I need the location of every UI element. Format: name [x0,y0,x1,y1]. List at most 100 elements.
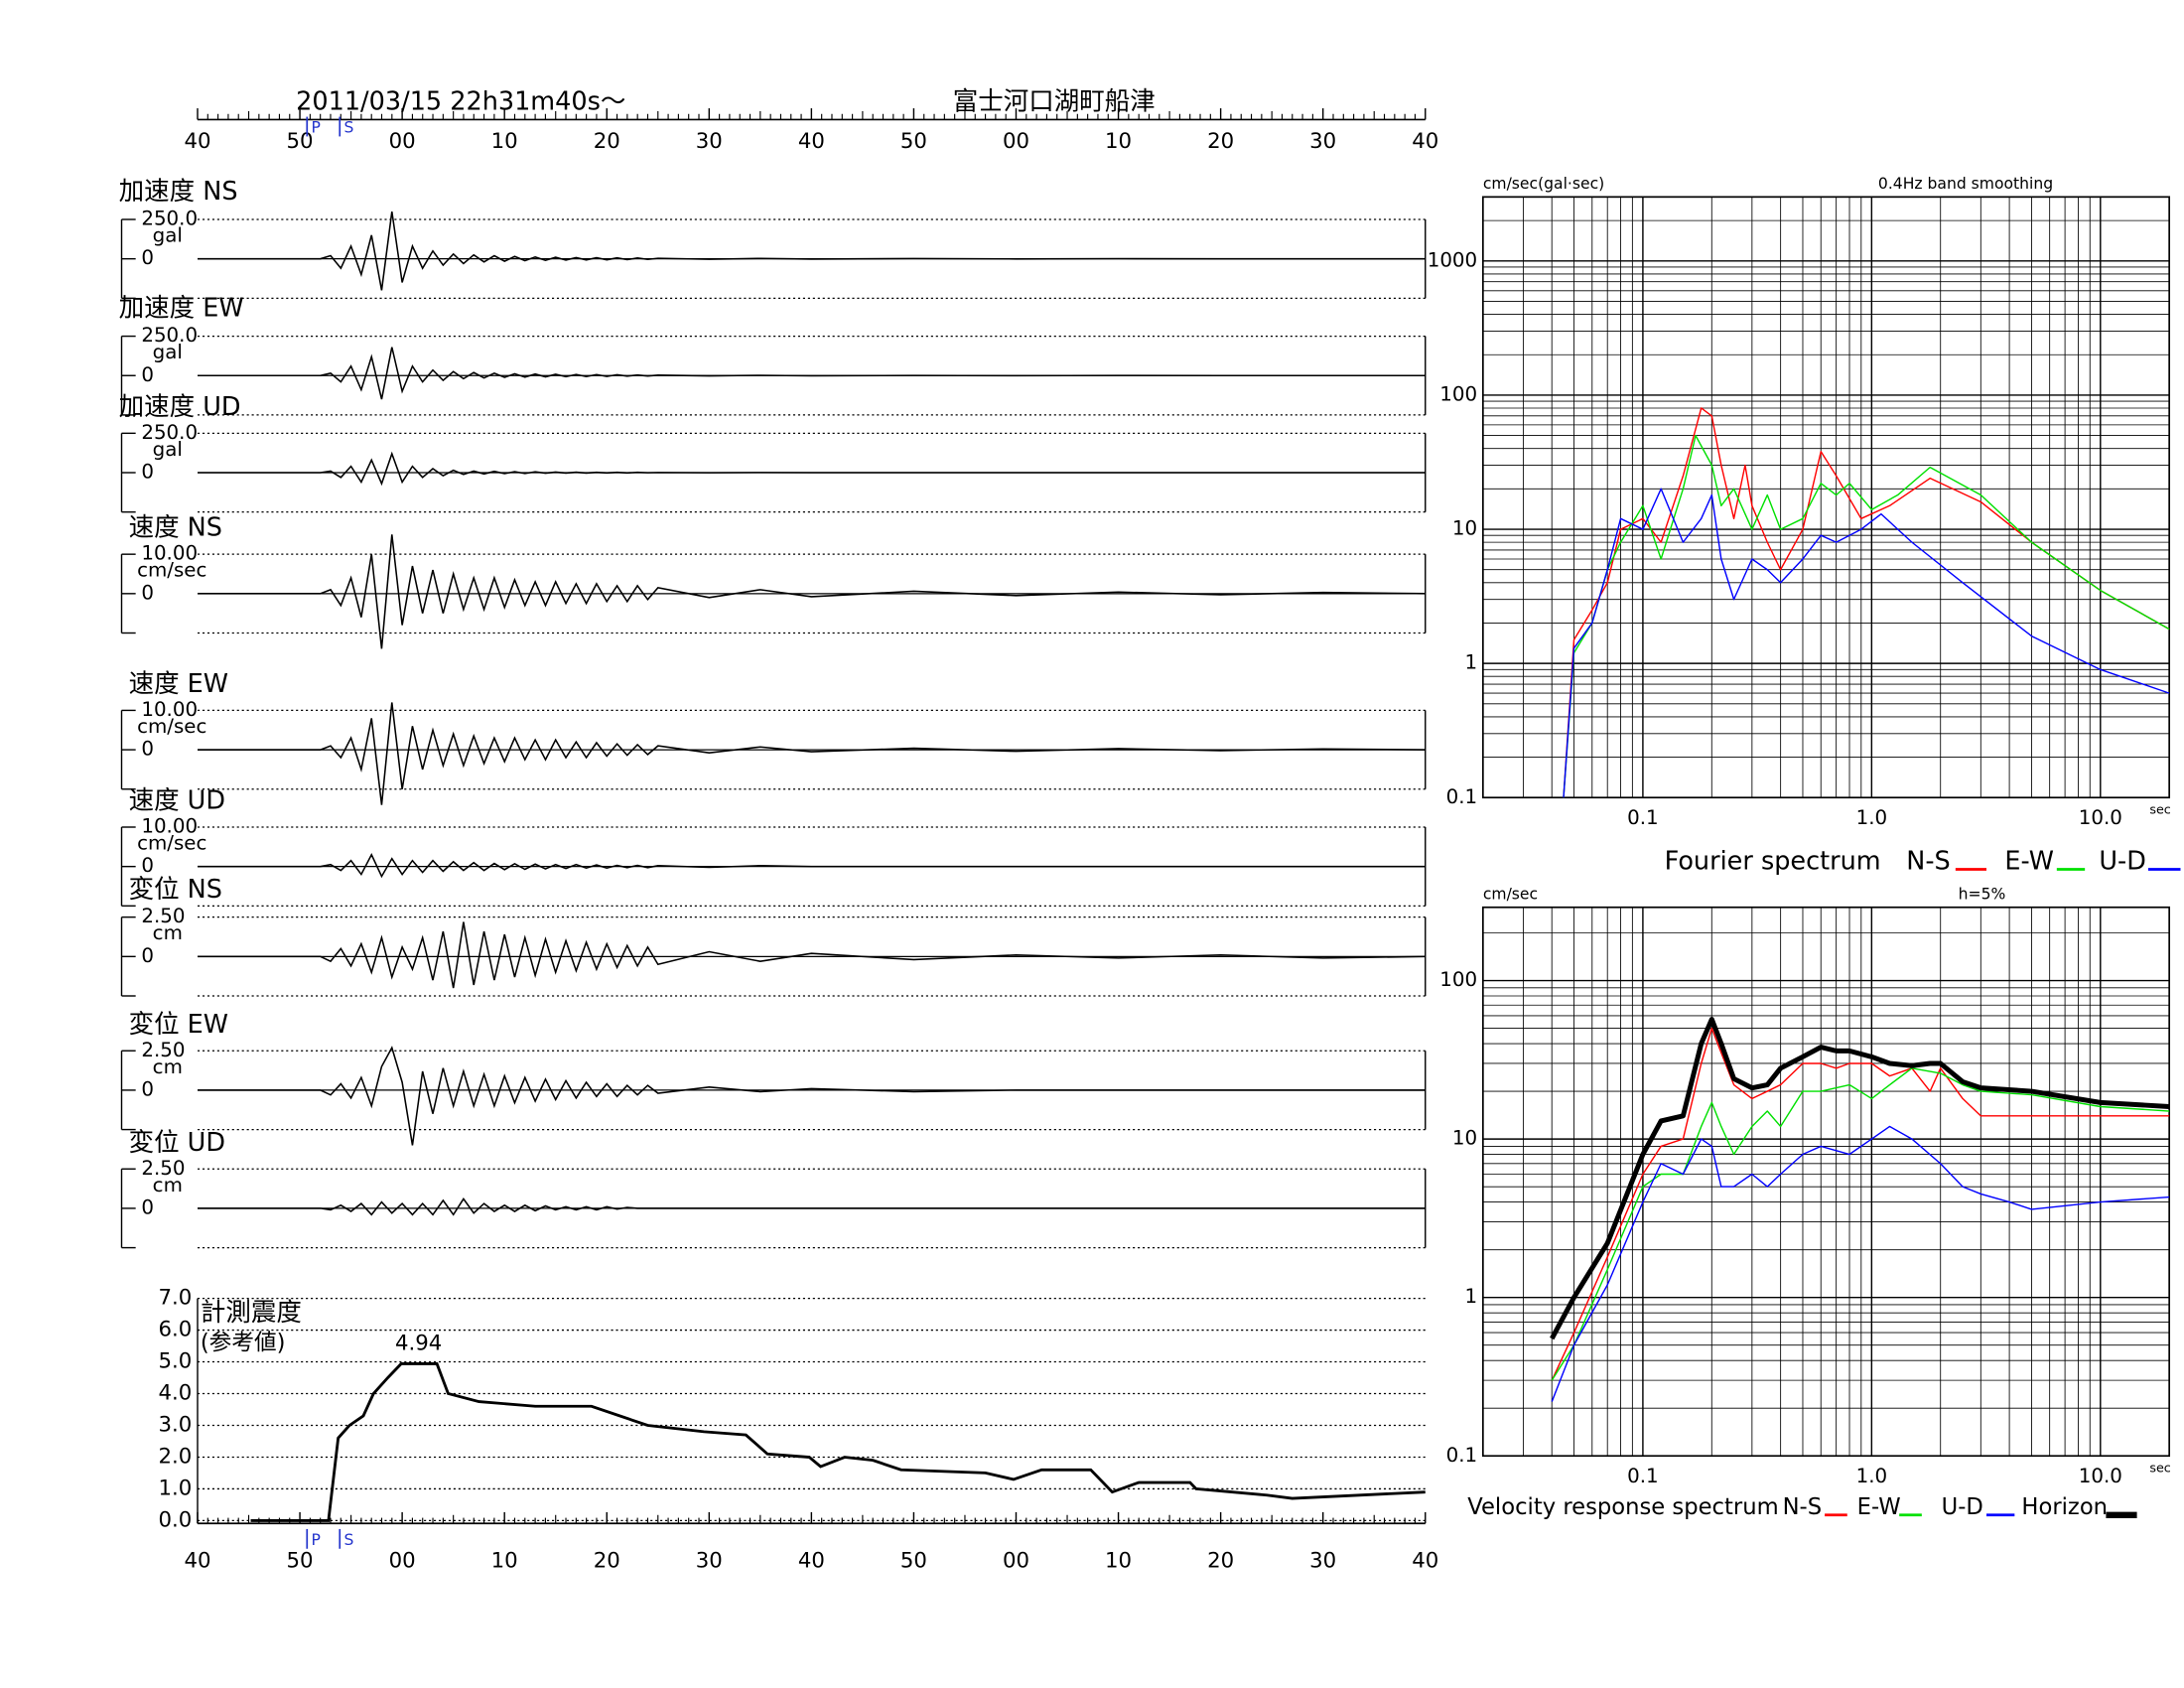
x-tick-label: 00 [389,129,416,154]
unit-label: gal [153,224,183,247]
x-tick-label: 0.1 [1627,806,1659,829]
x-tick-label: 40 [1412,1549,1438,1574]
phase-label: P [312,1531,321,1549]
x-tick-label: 00 [389,1549,416,1574]
y-tick-label: 1 [1465,651,1478,674]
peak-label: 4.94 [395,1332,442,1356]
spectrum-line [1551,1125,2170,1402]
spectrum-line [1563,488,2170,798]
y-tick-label: 100 [1439,968,1477,991]
y-tick-label: 0 [141,738,154,761]
x-tick-label: 40 [798,129,825,154]
y-tick-label: 0 [141,581,154,604]
station-name: 富士河口湖町船津 [953,86,1156,116]
unit-label: cm/sec [137,559,206,582]
chart-title: Fourier spectrum [1665,846,1881,876]
x-tick-label: 00 [1003,1549,1029,1574]
y-tick-label: 0 [141,246,154,269]
y-tick-label: 250.0 [141,421,198,444]
y-tick-label: 250.0 [141,324,198,347]
x-tick-label: 10.0 [2079,806,2122,829]
y-tick-label: 1000 [1428,248,1477,271]
spectrum-line [1551,1067,2170,1381]
panel-label: 速度 NS [129,513,222,543]
x-tick-label: 20 [594,129,620,154]
y-tick-label: 2.0 [159,1444,193,1469]
unit-label: cm/sec [137,715,206,738]
waveform-trace [198,451,1426,487]
x-tick-label: 30 [1309,1549,1336,1574]
phase-label: P [312,118,321,136]
spectrum-line [1551,1027,2170,1381]
plot-frame [1481,196,2171,799]
y-tick-label: 10.00 [141,698,198,721]
panel-label: 変位 NS [129,875,222,905]
legend-label: N-S [1906,846,1950,876]
chart-subtitle: (参考値) [201,1330,286,1355]
panel-label: 速度 EW [129,669,228,699]
x-tick-label: 40 [184,129,210,154]
spectrum-line [1563,407,2170,798]
waveform-trace [198,853,1426,879]
panel-label: 加速度 NS [119,177,238,207]
legend-label: E-W [2004,846,2054,876]
y-tick-label: 2.50 [141,1039,185,1061]
x-tick-label: 00 [1003,129,1029,154]
waveform-trace [198,1046,1426,1146]
panel-label: 変位 UD [129,1128,225,1158]
x-tick-label: 20 [1207,129,1234,154]
phase-label: S [344,118,354,136]
unit-label: cm [153,1055,183,1078]
y-tick-label: 0 [141,854,154,877]
x-tick-label: 50 [287,1549,314,1574]
legend-label: N-S [1783,1494,1823,1520]
x-tick-label: 1.0 [1856,806,1888,829]
y-tick-label: 0.1 [1446,1444,1478,1467]
y-tick-label: 0 [141,1196,154,1218]
x-tick-label: 10.0 [2079,1465,2122,1487]
panel-label: 加速度 EW [119,294,244,324]
legend-label: E-W [1857,1494,1901,1520]
x-tick-label: 40 [798,1549,825,1574]
unit-label: gal [153,438,183,461]
x-tick-label: 50 [900,1549,927,1574]
y-tick-label: 3.0 [159,1412,193,1437]
x-tick-label: 10 [1105,1549,1132,1574]
x-tick-label: 20 [594,1549,620,1574]
spectrum-line [1550,1017,2170,1340]
y-tick-label: 1.0 [159,1476,193,1500]
y-tick-label: 2.50 [141,905,185,927]
phase-label: S [344,1531,354,1549]
plot-frame [1481,906,2171,1458]
y-tick-label: 6.0 [159,1318,193,1342]
y-tick-label: 1 [1465,1285,1478,1308]
legend-label: U-D [1942,1494,1983,1520]
y-tick-label: 10 [1452,517,1477,540]
unit-label: cm [153,1174,183,1196]
x-tick-label: 30 [696,129,723,154]
panel-label: 加速度 UD [119,392,241,422]
y-tick-label: 0.1 [1446,785,1478,808]
y-tick-label: 100 [1439,382,1477,405]
x-tick-label: 10 [491,129,518,154]
x-tick-label: 20 [1207,1549,1234,1574]
y-tick-label: 4.0 [159,1381,193,1406]
waveform-trace [198,1197,1426,1216]
chart-title: 計測震度 [201,1298,302,1328]
x-tick-label: 10 [1105,129,1132,154]
y-tick-label: 5.0 [159,1349,193,1374]
unit-label: cm/sec [137,832,206,855]
intensity-line [250,1362,1426,1522]
waveform-trace [198,347,1426,400]
x-tick-label: 40 [184,1549,210,1574]
y-axis-label: cm/sec [1483,886,1538,904]
x-tick-label: 10 [491,1549,518,1574]
y-tick-label: 0 [141,461,154,484]
chart-title: Velocity response spectrum [1467,1494,1778,1520]
x-tick-label: 50 [287,129,314,154]
y-tick-label: 10.00 [141,815,198,838]
waveform-trace [198,211,1426,291]
x-tick-label: 30 [696,1549,723,1574]
x-tick-label: 50 [900,129,927,154]
